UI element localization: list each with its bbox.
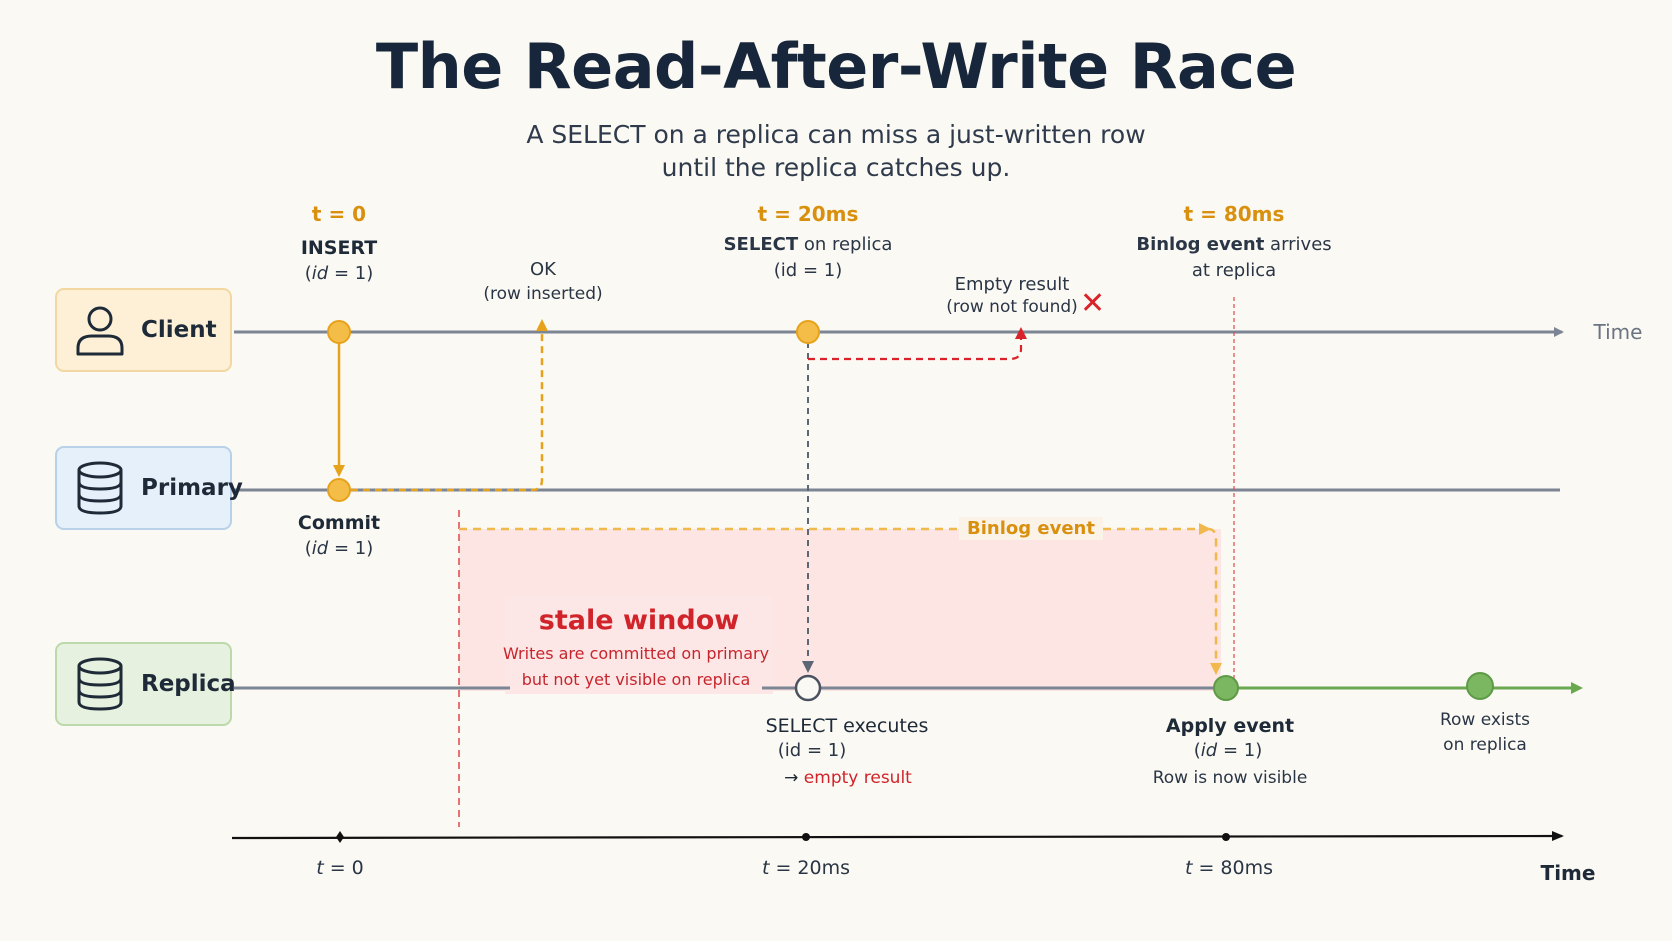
- client-lane-box: Client: [55, 288, 232, 372]
- commit-param-open: (: [304, 538, 312, 559]
- select-label: SELECT on replica: [724, 234, 893, 255]
- select-exec-param: (id = 1): [777, 740, 847, 761]
- apply-param: (id = 1): [1194, 740, 1262, 761]
- binlog-arrives-line2: at replica: [1191, 260, 1277, 281]
- ok-label: OK: [530, 259, 556, 280]
- axis-tick-0-t: t: [316, 857, 324, 879]
- page-subtitle: A SELECT on a replica can miss a just-wr…: [0, 118, 1672, 184]
- axis-tick-2-t: t: [1184, 857, 1193, 879]
- apply-param-open: (: [1193, 740, 1201, 761]
- select-label-bold: SELECT: [723, 234, 799, 255]
- select-exec-result-text: empty result: [803, 768, 912, 788]
- select-exec-result: → empty result: [784, 768, 912, 788]
- ok-return-arrow: [339, 319, 548, 492]
- commit-param-id: id: [311, 538, 329, 559]
- row-exists-line-2: on replica: [1443, 735, 1527, 755]
- right-arrow-icon: →: [784, 768, 799, 788]
- replica-label: Replica: [141, 671, 236, 697]
- row-exists-node: [1466, 672, 1494, 700]
- insert-param-id: id: [311, 263, 329, 284]
- select-label-rest: on replica: [798, 234, 893, 255]
- primary-label: Primary: [141, 475, 243, 501]
- commit-label: Commit: [297, 512, 381, 534]
- binlog-arrives-label-bold: Binlog event: [1136, 234, 1265, 255]
- select-exec-node: [794, 674, 822, 702]
- axis-tick-1-t: t: [761, 857, 770, 879]
- client-label: Client: [141, 317, 217, 343]
- commit-param-close: = 1): [328, 538, 374, 559]
- replica-lane-box: Replica: [55, 642, 236, 726]
- apply-node: [1213, 675, 1239, 701]
- axis-tick-2-rest: = 80ms: [1192, 857, 1274, 879]
- empty-result-label: Empty result: [954, 274, 1070, 295]
- axis-tick-80ms: [1222, 833, 1230, 841]
- insert-node: [327, 320, 351, 344]
- stale-window-line-2: but not yet visible on replica: [521, 670, 751, 689]
- axis-tick-0-rest: = 0: [323, 857, 364, 879]
- empty-result-detail: (row not found): [946, 297, 1078, 317]
- commit-node: [327, 478, 351, 502]
- stale-window-text-bg: [505, 596, 773, 694]
- empty-result-arrow: [808, 327, 1027, 361]
- apply-detail: Row is now visible: [1152, 768, 1308, 788]
- select-exec-label: SELECT executes: [765, 715, 929, 737]
- binlog-event-label: Binlog event: [959, 517, 1103, 540]
- primary-lane-box: Primary: [55, 446, 243, 530]
- binlog-apply-arrow: [1207, 527, 1222, 675]
- binlog-arrives-label-rest: arrives: [1264, 234, 1332, 255]
- insert-label: INSERT: [300, 237, 378, 259]
- axis-tick-label-0: t = 0: [316, 857, 364, 879]
- subtitle-line-2: until the replica catches up.: [661, 153, 1011, 182]
- axis-label: Time: [1540, 861, 1596, 885]
- apply-param-close: = 1): [1217, 740, 1263, 761]
- select-node: [796, 320, 820, 344]
- apply-param-id: id: [1200, 740, 1218, 761]
- page-title: The Read-After-Write Race: [375, 30, 1297, 103]
- cross-icon: ✕: [1080, 286, 1106, 321]
- row-exists-line-1: Row exists: [1439, 710, 1531, 730]
- subtitle-line-1: A SELECT on a replica can miss a just-wr…: [526, 120, 1146, 149]
- select-time: t = 20ms: [757, 202, 859, 226]
- insert-time: t = 0: [311, 202, 367, 226]
- binlog-arrives-label: Binlog event arrives: [1136, 234, 1331, 255]
- user-icon: [76, 306, 124, 356]
- axis-tick-1-rest: = 20ms: [769, 857, 851, 879]
- insert-param: (id = 1): [305, 263, 373, 284]
- binlog-arrives-time: t = 80ms: [1183, 202, 1285, 226]
- insert-param-open: (: [304, 263, 312, 284]
- database-icon: [77, 657, 123, 711]
- axis-tick-20ms: [802, 833, 810, 841]
- database-icon: [77, 461, 123, 515]
- ok-detail: (row inserted): [483, 284, 603, 304]
- stale-window-line-1: Writes are committed on primary: [502, 644, 770, 663]
- axis-tick-label-20ms: t = 20ms: [762, 857, 850, 879]
- stale-window-title: stale window: [538, 605, 740, 636]
- axis-tick-label-80ms: t = 80ms: [1185, 857, 1273, 879]
- client-time-label: Time: [1593, 320, 1643, 344]
- axis-tick-0: [336, 831, 344, 843]
- time-axis: [231, 831, 1564, 842]
- apply-label: Apply event: [1165, 715, 1295, 737]
- select-param: (id = 1): [773, 260, 843, 281]
- insert-param-close: = 1): [328, 263, 374, 284]
- commit-param: (id = 1): [305, 538, 373, 559]
